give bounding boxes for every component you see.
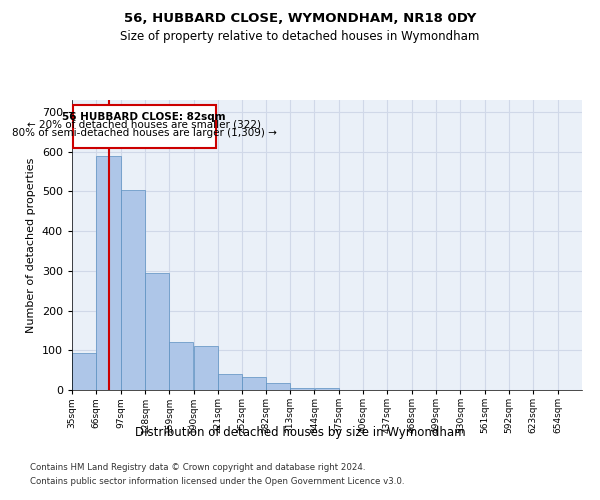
Bar: [242, 377, 266, 390]
Bar: [72, 353, 96, 390]
Text: Contains HM Land Registry data © Crown copyright and database right 2024.: Contains HM Land Registry data © Crown c…: [30, 464, 365, 472]
Text: 56 HUBBARD CLOSE: 82sqm: 56 HUBBARD CLOSE: 82sqm: [62, 112, 226, 122]
Bar: [314, 388, 338, 390]
Text: ← 20% of detached houses are smaller (322): ← 20% of detached houses are smaller (32…: [27, 120, 261, 130]
Bar: [97, 156, 121, 390]
Text: 80% of semi-detached houses are larger (1,309) →: 80% of semi-detached houses are larger (…: [12, 128, 277, 138]
FancyBboxPatch shape: [73, 105, 215, 148]
Bar: [218, 374, 242, 390]
Y-axis label: Number of detached properties: Number of detached properties: [26, 158, 36, 332]
Text: Size of property relative to detached houses in Wymondham: Size of property relative to detached ho…: [121, 30, 479, 43]
Bar: [194, 346, 218, 390]
Text: Distribution of detached houses by size in Wymondham: Distribution of detached houses by size …: [134, 426, 466, 439]
Text: Contains public sector information licensed under the Open Government Licence v3: Contains public sector information licen…: [30, 477, 404, 486]
Text: 56, HUBBARD CLOSE, WYMONDHAM, NR18 0DY: 56, HUBBARD CLOSE, WYMONDHAM, NR18 0DY: [124, 12, 476, 26]
Bar: [290, 388, 314, 390]
Bar: [121, 190, 145, 390]
Bar: [145, 273, 169, 390]
Bar: [169, 342, 193, 390]
Bar: [266, 383, 290, 390]
